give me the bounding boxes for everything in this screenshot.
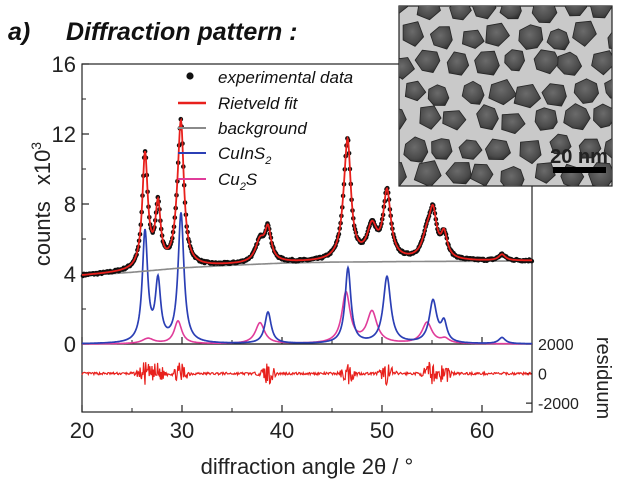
nanoparticle: [399, 162, 407, 186]
series-cuins2: [82, 212, 533, 345]
series-group: [80, 116, 535, 387]
nanoparticle: [518, 24, 544, 50]
nanoparticle: [458, 139, 483, 160]
legend: experimental data Rietveld fit backgroun…: [178, 68, 353, 193]
scale-bar: [553, 167, 606, 173]
nanoparticle: [564, 6, 588, 17]
nanoparticle: [462, 29, 485, 49]
nanoparticle: [404, 80, 427, 102]
svg-text:counts x103: counts x103: [28, 142, 55, 266]
nanoparticle: [573, 78, 599, 104]
svg-text:residuum: residuum: [592, 337, 614, 419]
x-ticks: 20 30 40 50 60: [70, 337, 533, 443]
nanoparticle: [419, 105, 442, 130]
nanoparticle: [531, 6, 558, 24]
nanoparticle: [519, 140, 542, 165]
nanoparticle: [534, 162, 556, 184]
residuum-y-ticks: -2000 0 2000: [526, 337, 579, 413]
nanoparticle: [476, 104, 499, 131]
chart-title: Diffraction pattern :: [66, 18, 298, 46]
nanoparticle: [604, 78, 612, 99]
nanoparticle: [402, 21, 424, 47]
nanoparticle: [403, 136, 429, 163]
nanoparticle: [541, 83, 567, 107]
panel-label: a): [8, 18, 30, 46]
tem-inset: 20 nm: [398, 5, 613, 187]
nanoparticle: [488, 79, 517, 106]
nanoparticle: [603, 138, 612, 159]
main-y-ticks: 0 4 8 12 16: [52, 52, 89, 357]
nanoparticle: [399, 6, 409, 14]
scale-bar-label: 20 nm: [550, 146, 608, 168]
x-tick-label: 20: [70, 418, 94, 443]
legend-label-experimental: experimental data: [218, 68, 353, 87]
nanoparticle: [593, 103, 612, 129]
nanoparticle: [474, 50, 500, 76]
nanoparticle: [431, 138, 453, 160]
residuum-plot-frame: [81, 343, 533, 413]
nanoparticle: [399, 57, 415, 80]
nanoparticle: [591, 50, 612, 76]
y-tick-label: 8: [64, 192, 76, 217]
ylabel-exp-base: x10: [30, 150, 55, 185]
nanoparticle: [416, 6, 441, 21]
legend-label-rietveld: Rietveld fit: [218, 94, 299, 113]
nanoparticle: [442, 110, 467, 131]
series-residuum: [81, 361, 532, 387]
nanoparticle: [533, 49, 561, 75]
nanoparticle: [504, 49, 525, 72]
series-background: [81, 260, 532, 277]
nanoparticle: [430, 26, 453, 50]
nanoparticle: [534, 107, 558, 131]
nanoparticle: [500, 166, 525, 186]
nanoparticle: [485, 22, 510, 47]
nanoparticle: [445, 162, 472, 185]
nanoparticle: [413, 160, 442, 186]
ylabel-exp: 3: [28, 142, 44, 150]
nanoparticle: [446, 51, 470, 76]
y-tick-label: 16: [52, 52, 76, 77]
nanoparticle: [461, 80, 485, 105]
nanoparticle: [563, 103, 591, 131]
nanoparticle: [549, 133, 572, 155]
x-axis-label: diffraction angle 2θ / °: [201, 454, 414, 479]
x-tick-label: 40: [270, 418, 294, 443]
nanoparticle: [414, 49, 441, 73]
legend-label-cu2s: Cu2S: [218, 170, 258, 193]
nanoparticle: [607, 31, 612, 50]
nanoparticle: [578, 138, 602, 159]
nanoparticle: [499, 6, 522, 20]
y-tick-label: 4: [64, 262, 76, 287]
nanoparticle: [557, 51, 582, 76]
residuum-tick-label: 0: [538, 367, 547, 384]
series-rietveld: [81, 117, 533, 276]
legend-label-background: background: [218, 119, 307, 138]
nanoparticle: [469, 163, 494, 186]
nanoparticle: [427, 84, 450, 106]
nanoparticle: [449, 6, 472, 21]
nanoparticle: [501, 113, 526, 134]
nanoparticle: [399, 108, 407, 130]
residuum-label: residuum: [592, 337, 614, 419]
main-y-label: counts x103: [28, 142, 55, 266]
legend-marker-experimental: [186, 72, 194, 80]
nanoparticle: [572, 20, 597, 47]
nanoparticle: [471, 6, 497, 20]
residuum-tick-label: -2000: [538, 396, 579, 413]
nanoparticle: [513, 84, 541, 109]
y-tick-label: 0: [64, 332, 76, 357]
x-tick-label: 30: [170, 418, 194, 443]
nanoparticle: [590, 6, 612, 19]
legend-label-cuins2: CuInS2: [218, 144, 271, 167]
nanoparticle: [485, 138, 511, 160]
y-tick-label: 12: [52, 122, 76, 147]
x-tick-label: 50: [370, 418, 394, 443]
x-tick-label: 60: [470, 418, 494, 443]
nanoparticle: [546, 28, 570, 51]
ylabel-main: counts: [30, 201, 55, 266]
residuum-tick-label: 2000: [538, 337, 574, 354]
